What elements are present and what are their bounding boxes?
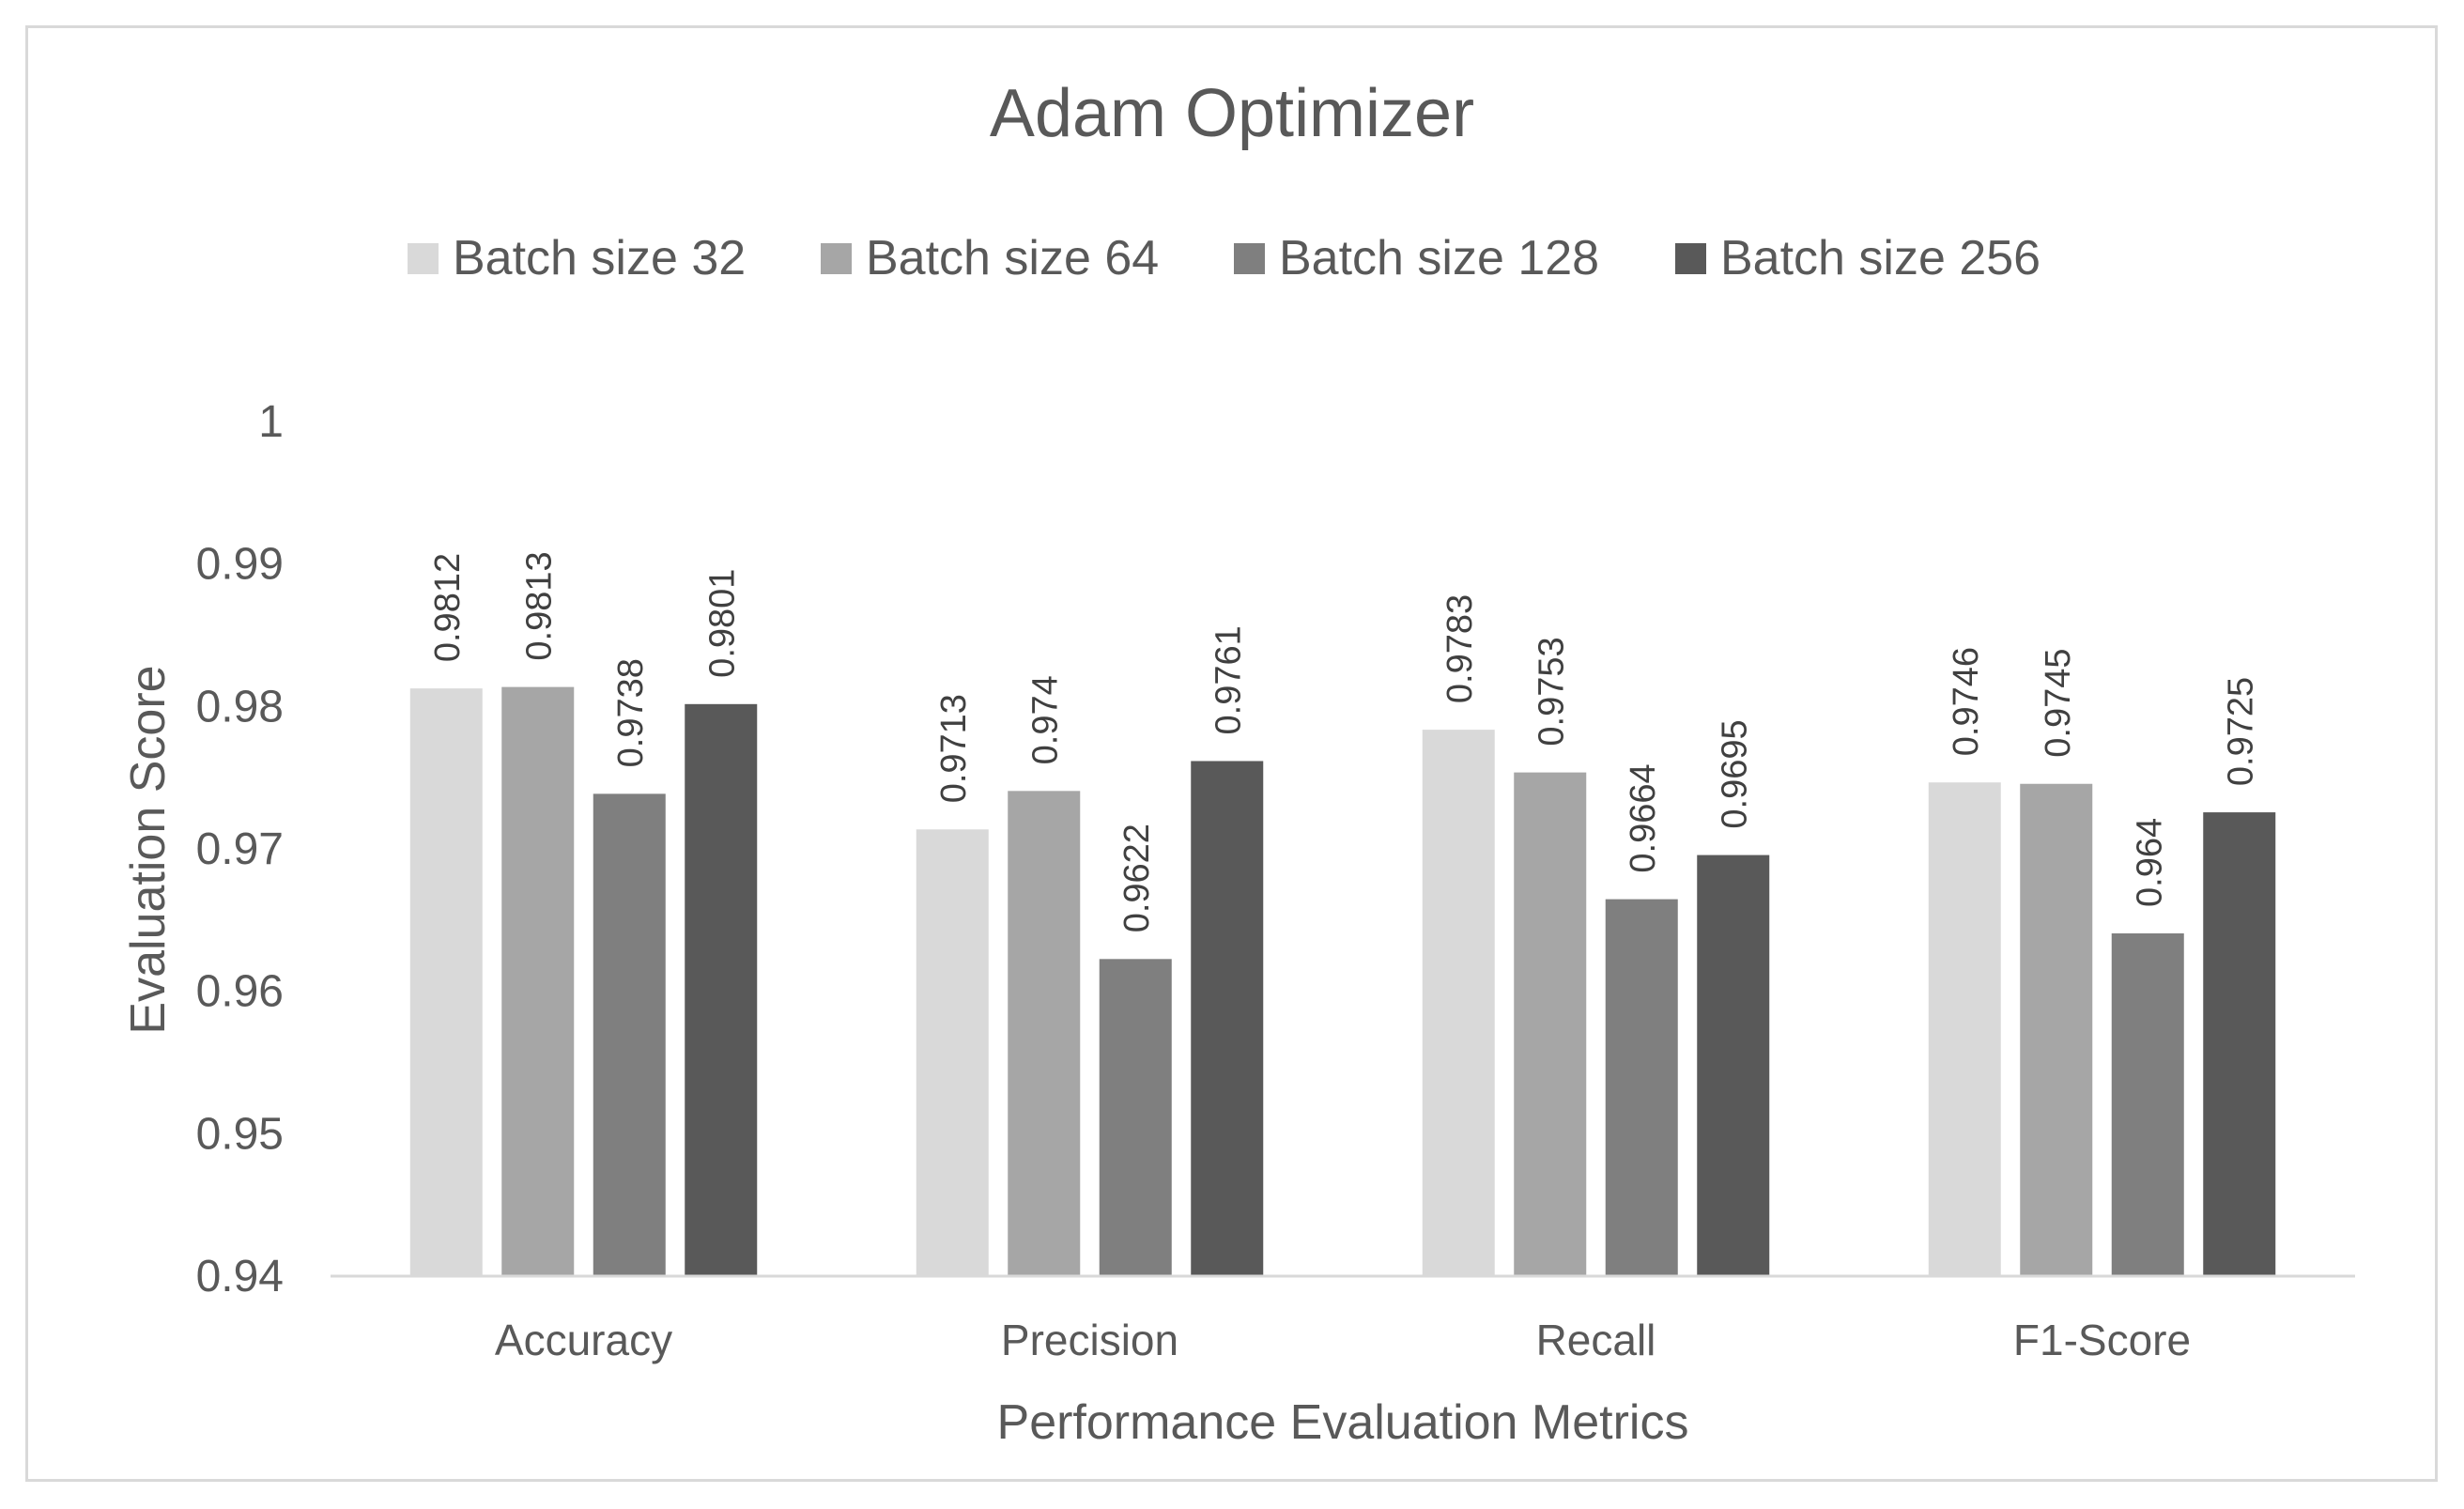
legend-label-4: Batch size 256 bbox=[1720, 231, 2040, 285]
legend-swatch-2 bbox=[821, 243, 852, 274]
x-tick-label: Precision bbox=[1001, 1316, 1178, 1364]
y-tick-label: 0.96 bbox=[196, 967, 284, 1017]
data-label: 0.9745 bbox=[2039, 649, 2078, 758]
x-tick-label: Accuracy bbox=[495, 1316, 672, 1364]
data-labels: 0.9812 0.9813 0.9738 0.9801 0.9713 0.974 0.962… bbox=[428, 551, 2261, 932]
data-label: 0.9753 bbox=[1532, 637, 1572, 746]
data-label: 0.9746 bbox=[1947, 647, 1986, 756]
legend: Batch size 32 Batch size 64 Batch size 128… bbox=[408, 231, 2040, 285]
y-tick-label: 0.94 bbox=[196, 1252, 284, 1301]
bar-recall-1 bbox=[1422, 730, 1495, 1275]
x-axis: Accuracy Precision Recall F1-Score bbox=[331, 1274, 2355, 1364]
bar-precision-4 bbox=[1191, 761, 1264, 1275]
data-label: 0.9725 bbox=[2222, 677, 2261, 786]
data-label: 0.964 bbox=[2130, 818, 2169, 907]
y-tick-label: 0.97 bbox=[196, 824, 284, 874]
y-axis-title: Evaluation Score bbox=[121, 665, 176, 1034]
data-label: 0.9783 bbox=[1440, 594, 1480, 703]
data-label: 0.9622 bbox=[1117, 824, 1157, 932]
bar-f1-score-4 bbox=[2203, 812, 2276, 1275]
bar-f1-score-1 bbox=[1928, 782, 2001, 1275]
y-tick-label: 0.99 bbox=[196, 540, 284, 590]
data-label: 0.9812 bbox=[428, 553, 468, 662]
bar-recall-3 bbox=[1605, 899, 1678, 1275]
bar-accuracy-3 bbox=[593, 793, 666, 1275]
legend-label-1: Batch size 32 bbox=[453, 231, 746, 285]
bar-precision-1 bbox=[916, 829, 989, 1275]
data-label: 0.9761 bbox=[1209, 625, 1249, 734]
y-tick-label: 0.98 bbox=[196, 682, 284, 731]
bar-accuracy-4 bbox=[685, 703, 758, 1275]
x-axis-title: Performance Evaluation Metrics bbox=[997, 1395, 1689, 1450]
legend-swatch-4 bbox=[1675, 243, 1706, 274]
data-label: 0.9695 bbox=[1716, 719, 1755, 828]
legend-label-3: Batch size 128 bbox=[1279, 231, 1599, 285]
bar-precision-2 bbox=[1008, 791, 1081, 1275]
bar-recall-4 bbox=[1697, 855, 1770, 1275]
legend-swatch-1 bbox=[408, 243, 439, 274]
bar-recall-2 bbox=[1514, 772, 1587, 1275]
bar-accuracy-2 bbox=[501, 686, 575, 1275]
data-label: 0.974 bbox=[1026, 675, 1066, 764]
data-label: 0.9813 bbox=[520, 551, 560, 660]
y-tick-label: 0.95 bbox=[196, 1109, 284, 1159]
bar-precision-3 bbox=[1099, 959, 1172, 1275]
y-tick-label: 1 bbox=[258, 397, 284, 447]
data-label: 0.9738 bbox=[611, 658, 651, 767]
data-label: 0.9713 bbox=[934, 694, 974, 803]
bars bbox=[409, 686, 2276, 1275]
x-tick-label: F1-Score bbox=[2013, 1316, 2191, 1364]
bar-f1-score-3 bbox=[2111, 933, 2184, 1275]
bar-accuracy-1 bbox=[409, 688, 483, 1275]
legend-swatch-3 bbox=[1234, 243, 1265, 274]
chart-title: Adam Optimizer bbox=[989, 76, 1475, 151]
data-label: 0.9801 bbox=[703, 569, 743, 678]
data-label: 0.9664 bbox=[1624, 763, 1663, 872]
bar-f1-score-2 bbox=[2020, 783, 2093, 1275]
legend-label-2: Batch size 64 bbox=[866, 231, 1159, 285]
y-axis: 0.94 0.95 0.96 0.97 0.98 0.99 1 bbox=[196, 397, 284, 1301]
x-tick-label: Recall bbox=[1536, 1316, 1656, 1364]
